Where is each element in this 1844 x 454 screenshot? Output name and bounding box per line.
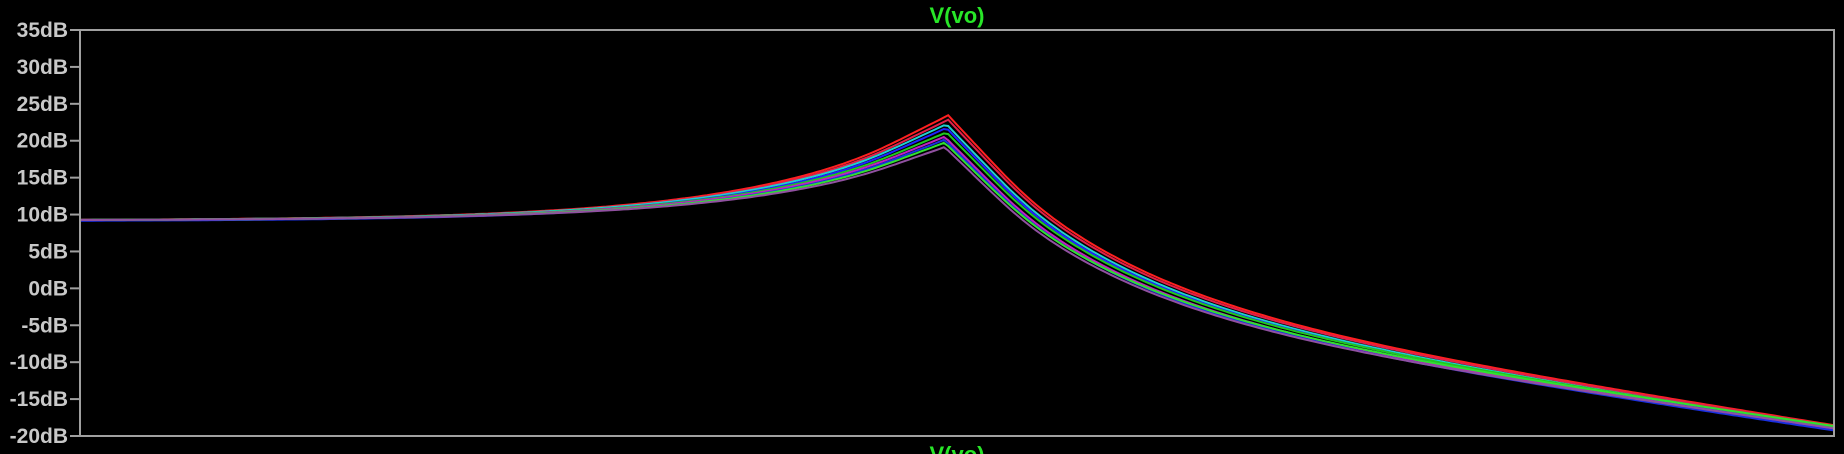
plot-frame bbox=[79, 29, 1835, 437]
bottom-trace-title: V(vo) bbox=[930, 442, 985, 454]
chart-title: V(vo) bbox=[930, 3, 985, 28]
y-tick-label: 35dB bbox=[17, 19, 68, 42]
y-tick-label: -5dB bbox=[21, 314, 68, 337]
y-tick-label: 15dB bbox=[17, 167, 68, 190]
y-tick-label: 0dB bbox=[28, 277, 68, 300]
y-tick-label: -10dB bbox=[10, 351, 68, 374]
y-tick-label: -15dB bbox=[10, 388, 68, 411]
y-tick-label: -20dB bbox=[10, 425, 68, 448]
y-tick-label: 10dB bbox=[17, 204, 68, 227]
y-tick-label: 25dB bbox=[17, 93, 68, 116]
traces bbox=[79, 113, 1835, 432]
y-tick-label: 30dB bbox=[17, 56, 68, 79]
trace-line-9 bbox=[80, 146, 1835, 430]
y-tick-label: 5dB bbox=[28, 240, 68, 263]
y-tick-label: 20dB bbox=[17, 130, 68, 153]
y-axis: 35dB 30dB 25dB 20dB 15dB 10dB 5dB 0dB -5dB -10dB -… bbox=[10, 19, 80, 448]
